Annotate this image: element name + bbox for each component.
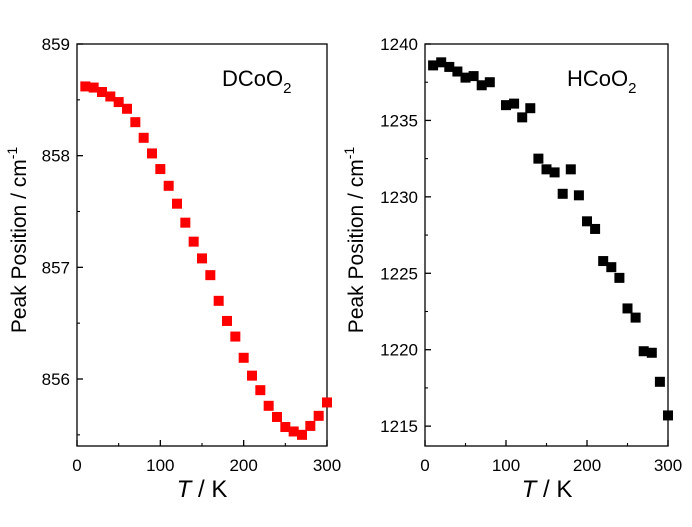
x-tick-label: 100 [146,456,174,475]
x-axis-label-symbol: T [522,476,539,503]
panel-hcoo2: 0 100 200 300 1215 1220 1225 1230 1235 1240 HCoO2 P… [341,35,682,503]
data-point [263,400,274,411]
data-point [122,103,132,114]
data-point [230,331,241,342]
data-point [272,411,282,422]
data-point [452,66,463,77]
compound-label: DCoO2 [222,66,291,97]
data-point [614,272,625,283]
data-point [654,376,665,387]
x-axis-label-symbol: T [177,476,194,503]
y-axis-label: Peak Position / cm-1 [4,147,31,334]
data-point [238,352,249,363]
x-tick-label: 300 [654,456,682,475]
data-point [460,72,471,83]
data-point [549,167,560,178]
y-tick-label: 1240 [380,35,418,54]
data-point [573,190,584,201]
data-point [646,347,657,358]
data-point [255,385,266,396]
x-tick-label: 300 [313,456,341,475]
panel-dcoo2: 0 100 200 300 856 857 858 859 DCoO2 Peak Position… [4,35,341,503]
y-tick-label: 856 [42,370,70,389]
x-tick-label: 100 [492,456,520,475]
data-point [172,198,182,209]
y-axis-label-superscript: -1 [341,147,357,160]
data-point [622,303,633,314]
data-point [606,262,617,273]
data-point [638,346,649,357]
data-point [565,164,576,175]
y-axis-label-text: Peak Position / cm [8,159,31,333]
data-point [541,164,552,175]
data-point [428,60,439,71]
x-axis-label: T / K [522,476,573,503]
y-tick-label: 858 [42,147,70,166]
data-point [322,397,332,408]
data-point [288,426,299,437]
data-point [97,87,107,98]
y-tick-label: 857 [42,258,70,277]
compound-label-subscript: 2 [628,80,636,97]
x-tick-label: 0 [420,456,429,475]
data-point [484,77,495,88]
data-point [313,410,324,421]
x-tick-label: 200 [229,456,257,475]
data-point [222,315,232,326]
data-point [476,80,487,91]
data-point [663,410,673,421]
x-tick-label: 0 [72,456,81,475]
data-point [205,270,216,281]
y-tick-label: 1235 [380,111,418,130]
data-point [297,429,307,440]
y-tick-label: 1220 [380,341,418,360]
data-point [533,153,544,164]
data-point [163,180,174,191]
data-point [525,103,536,114]
data-point [147,148,157,159]
x-axis-label: T / K [177,476,228,503]
data-point [138,132,149,143]
data-point [213,295,224,306]
x-axis-label-unit: / K [191,476,227,503]
data-point [155,164,166,175]
y-tick-label: 1230 [380,188,418,207]
data-point [444,61,455,72]
data-point [509,98,520,109]
data-point [113,97,124,108]
y-axis-label-text: Peak Position / cm [345,159,368,333]
data-point [305,420,316,431]
data-point [501,100,511,111]
data-point [197,253,207,264]
data-point [598,256,609,267]
plot-frame [424,43,669,447]
data-point [130,117,141,128]
data-point [88,82,99,93]
data-point [590,223,601,234]
data-point [247,370,257,381]
data-point [557,188,568,199]
compound-label-subscript: 2 [283,80,291,97]
data-point [582,216,592,227]
y-tick-label: 1215 [380,417,418,436]
data-point [517,112,528,123]
data-point [188,236,199,247]
data-point [436,57,447,68]
y-axis-label: Peak Position / cm-1 [341,147,368,334]
y-tick-label: 1225 [380,264,418,283]
data-point [280,422,291,433]
y-tick-label: 859 [42,35,70,54]
y-axis-label-superscript: -1 [4,147,20,160]
compound-label: HCoO2 [567,66,636,97]
data-point [180,217,191,228]
data-point [468,71,479,82]
data-point [630,312,641,323]
compound-label-base: HCoO [567,66,628,91]
x-tick-label: 200 [573,456,601,475]
compound-label-base: DCoO [222,66,283,91]
x-axis-label-unit: / K [536,476,572,503]
data-point [105,91,116,102]
data-point [80,81,91,92]
